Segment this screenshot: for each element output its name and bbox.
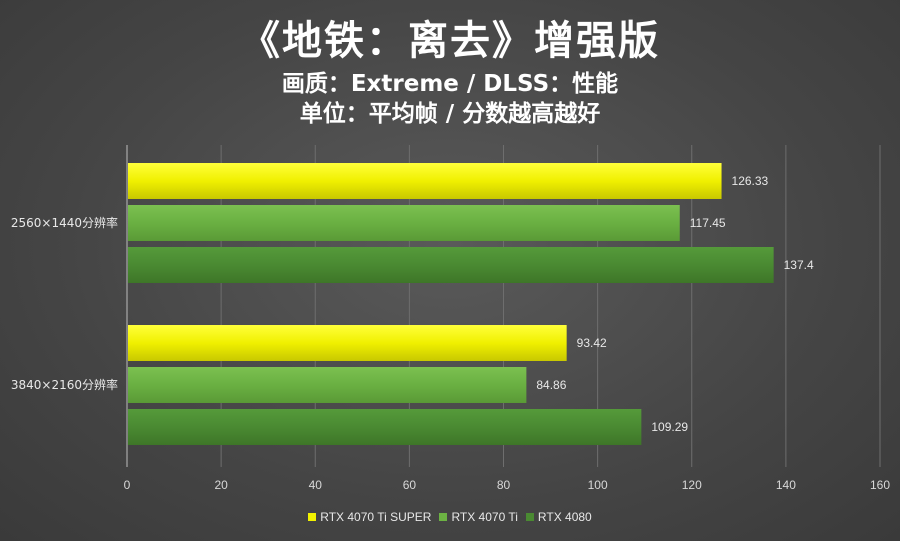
bar-2160p-series-1	[128, 367, 527, 403]
bar-1440p-series-2	[128, 247, 774, 283]
x-tick-label: 160	[870, 478, 890, 492]
x-tick-label: 100	[588, 478, 608, 492]
data-label: 117.45	[690, 216, 726, 230]
chart-subtitle-unit: 单位：平均帧 / 分数越高越好	[299, 101, 601, 127]
x-tick-label: 140	[776, 478, 796, 492]
legend-swatch-dark-green	[525, 513, 534, 521]
legend-swatch-yellow	[308, 513, 317, 521]
legend-item-4080: RTX 4080	[525, 510, 592, 524]
bar-2160p-series-2	[128, 409, 642, 445]
data-label: 109.29	[651, 420, 688, 434]
bar-1440p-series-0	[128, 163, 722, 199]
x-tick-label: 40	[309, 478, 323, 492]
legend-swatch-light-green	[439, 513, 448, 521]
bar-1440p-series-1	[128, 205, 680, 241]
legend: RTX 4070 Ti SUPER RTX 4070 Ti RTX 4080	[0, 510, 900, 524]
legend-item-4070ti: RTX 4070 Ti	[439, 510, 518, 524]
x-tick-label: 80	[497, 478, 511, 492]
chart-subtitle-settings: 画质：Extreme / DLSS：性能	[281, 71, 619, 97]
chart-title: 《地铁：离去》增强版	[240, 18, 660, 64]
data-label: 93.42	[577, 336, 607, 350]
data-label: 137.4	[784, 258, 814, 272]
data-label: 126.33	[732, 174, 769, 188]
data-label: 84.86	[536, 378, 566, 392]
x-tick-label: 120	[682, 478, 702, 492]
bar-2160p-series-0	[128, 325, 567, 361]
legend-item-4070ti-super: RTX 4070 Ti SUPER	[308, 510, 431, 524]
category-label: 3840×2160分辨率	[11, 377, 118, 392]
x-tick-label: 60	[403, 478, 417, 492]
category-label: 2560×1440分辨率	[11, 215, 118, 230]
x-tick-label: 20	[214, 478, 228, 492]
x-tick-label: 0	[124, 478, 131, 492]
